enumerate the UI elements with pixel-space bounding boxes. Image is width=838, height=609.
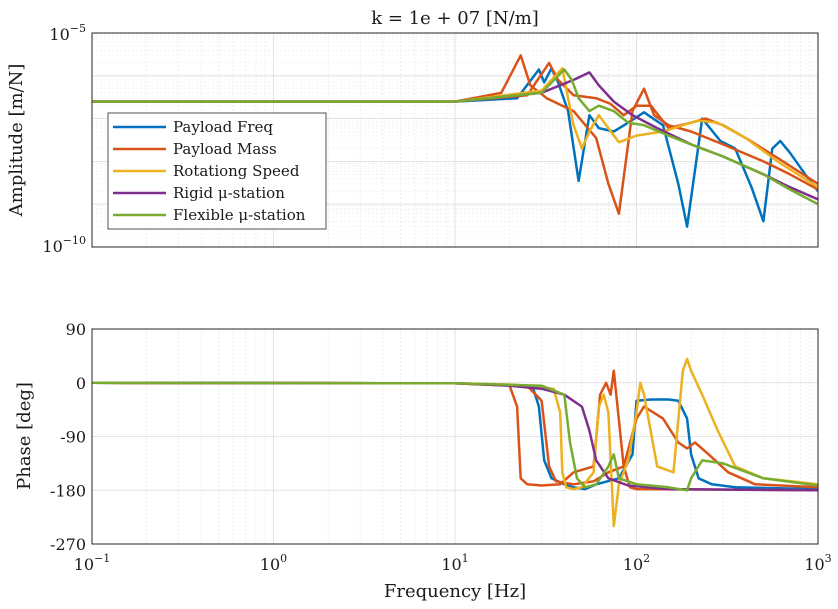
- legend-label-payload-freq: Payload Freq: [173, 118, 273, 136]
- phase-y-tick-label: 0: [76, 374, 86, 393]
- phase-y-tick-label: -270: [50, 535, 86, 554]
- phase-y-tick-label: 90: [66, 320, 86, 339]
- amplitude-y-label: Amplitude [m/N]: [6, 64, 27, 218]
- phase-y-tick-label: -180: [50, 481, 86, 500]
- x-tick-4: 103: [804, 552, 831, 574]
- legend: Payload Freq Payload Mass Rotationg Spee…: [107, 112, 327, 230]
- legend-label-rotating-speed: Rotationg Speed: [173, 162, 300, 180]
- phase-series: [92, 357, 818, 528]
- x-tick-1: 100: [260, 552, 287, 574]
- amplitude-axes-box: [91, 32, 819, 248]
- amplitude-y-tick-bottom: 10−10: [42, 234, 86, 256]
- amplitude-series: [92, 54, 818, 228]
- phase-y-ticks: 90 0 -90 -180 -270: [50, 320, 86, 554]
- amplitude-series-line-5: [92, 68, 818, 206]
- phase-series-line-5: [92, 381, 818, 492]
- amplitude-series-line-3: [92, 67, 818, 189]
- amplitude-y-tick-top: 10−5: [49, 22, 86, 44]
- chart-title: k = 1e + 07 [N/m]: [371, 8, 539, 29]
- x-axis-label: Frequency [Hz]: [384, 581, 526, 602]
- phase-y-label: Phase [deg]: [14, 382, 35, 490]
- phase-axes-box: [91, 328, 819, 545]
- phase-series-line-3: [92, 357, 818, 528]
- legend-label-flexible-station: Flexible μ-station: [173, 206, 306, 224]
- x-tick-3: 102: [623, 552, 650, 574]
- amplitude-series-line-0: [92, 67, 818, 228]
- amplitude-series-line-1: [92, 54, 818, 215]
- x-tick-2: 101: [441, 552, 468, 574]
- phase-plot: 90 0 -90 -180 -270 Phase [deg]: [14, 320, 819, 554]
- x-ticks: 10−1 100 101 102 103: [74, 552, 832, 574]
- legend-label-rigid-station: Rigid μ-station: [173, 184, 285, 202]
- phase-y-tick-label: -90: [60, 428, 86, 447]
- x-tick-0: 10−1: [74, 552, 111, 574]
- legend-label-payload-mass: Payload Mass: [173, 140, 277, 158]
- amplitude-plot: 10−5 10−10 Amplitude [m/N] Payload Freq …: [6, 22, 819, 256]
